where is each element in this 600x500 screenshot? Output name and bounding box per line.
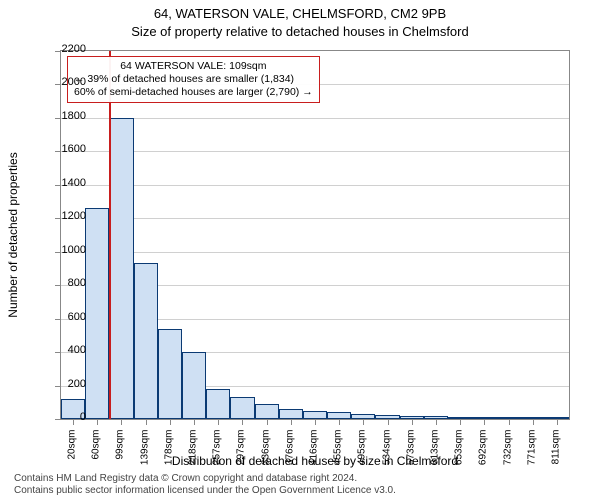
y-tick-label: 1200 [46, 210, 86, 222]
y-tick-label: 200 [46, 378, 86, 390]
x-tick-label: 139sqm [139, 430, 150, 470]
grid-line [61, 118, 569, 119]
page: 64, WATERSON VALE, CHELMSFORD, CM2 9PB S… [0, 0, 600, 500]
x-tick [315, 419, 316, 425]
histogram-bar [134, 263, 158, 419]
x-tick-label: 257sqm [212, 430, 223, 470]
x-tick-label: 613sqm [429, 430, 440, 470]
histogram-bar [303, 411, 327, 419]
x-tick [97, 419, 98, 425]
page-subtitle: Size of property relative to detached ho… [0, 24, 600, 39]
x-tick-label: 732sqm [502, 430, 513, 470]
x-tick-label: 811sqm [550, 430, 561, 470]
x-tick-label: 573sqm [405, 430, 416, 470]
x-tick [557, 419, 558, 425]
x-tick [436, 419, 437, 425]
y-tick-label: 400 [46, 344, 86, 356]
x-tick [484, 419, 485, 425]
x-tick-label: 653sqm [454, 430, 465, 470]
x-tick [218, 419, 219, 425]
y-tick-label: 600 [46, 311, 86, 323]
x-tick [533, 419, 534, 425]
histogram-bar [85, 208, 109, 419]
x-tick [509, 419, 510, 425]
y-tick-label: 1800 [46, 110, 86, 122]
y-tick-label: 2000 [46, 76, 86, 88]
histogram-bar [279, 409, 303, 419]
chart-area: 64 WATERSON VALE: 109sqm← 39% of detache… [60, 50, 570, 420]
x-tick-label: 771sqm [526, 430, 537, 470]
footer-line-2: Contains public sector information licen… [14, 485, 586, 497]
x-tick [267, 419, 268, 425]
histogram-bar [109, 118, 133, 419]
y-tick-label: 1400 [46, 177, 86, 189]
grid-line [61, 218, 569, 219]
y-axis-label: Number of detached properties [6, 50, 20, 420]
x-tick [412, 419, 413, 425]
y-tick-label: 2200 [46, 43, 86, 55]
grid-line [61, 252, 569, 253]
footer-text: Contains HM Land Registry data © Crown c… [14, 473, 586, 496]
x-tick-label: 60sqm [91, 430, 102, 470]
annotation-line: 64 WATERSON VALE: 109sqm [74, 60, 313, 73]
x-tick [460, 419, 461, 425]
histogram-bar [230, 397, 254, 419]
y-tick-label: 0 [46, 411, 86, 423]
x-tick-label: 376sqm [284, 430, 295, 470]
x-tick-label: 99sqm [115, 430, 126, 470]
annotation-box: 64 WATERSON VALE: 109sqm← 39% of detache… [67, 56, 320, 103]
x-tick-label: 416sqm [309, 430, 320, 470]
reference-line [109, 51, 111, 419]
footer-line-1: Contains HM Land Registry data © Crown c… [14, 473, 586, 485]
y-tick-label: 800 [46, 277, 86, 289]
y-tick-label: 1600 [46, 143, 86, 155]
annotation-line: 60% of semi-detached houses are larger (… [74, 86, 313, 99]
histogram-bar [206, 389, 230, 419]
x-tick-label: 336sqm [260, 430, 271, 470]
histogram-bar [327, 412, 351, 419]
x-tick [242, 419, 243, 425]
x-tick [388, 419, 389, 425]
x-tick [363, 419, 364, 425]
histogram-bar [158, 329, 182, 419]
page-title: 64, WATERSON VALE, CHELMSFORD, CM2 9PB [0, 6, 600, 21]
x-tick-label: 534sqm [381, 430, 392, 470]
x-tick-label: 20sqm [67, 430, 78, 470]
grid-line [61, 151, 569, 152]
x-tick-label: 455sqm [333, 430, 344, 470]
x-tick [194, 419, 195, 425]
histogram-bar [255, 404, 279, 419]
x-tick-label: 178sqm [163, 430, 174, 470]
x-tick [339, 419, 340, 425]
x-tick-label: 218sqm [188, 430, 199, 470]
x-tick-label: 692sqm [478, 430, 489, 470]
x-tick [291, 419, 292, 425]
annotation-line: ← 39% of detached houses are smaller (1,… [74, 73, 313, 86]
y-tick-label: 1000 [46, 244, 86, 256]
histogram-bar [182, 352, 206, 419]
x-tick [170, 419, 171, 425]
x-tick [146, 419, 147, 425]
x-tick [121, 419, 122, 425]
x-tick-label: 297sqm [236, 430, 247, 470]
x-tick-label: 495sqm [357, 430, 368, 470]
grid-line [61, 185, 569, 186]
